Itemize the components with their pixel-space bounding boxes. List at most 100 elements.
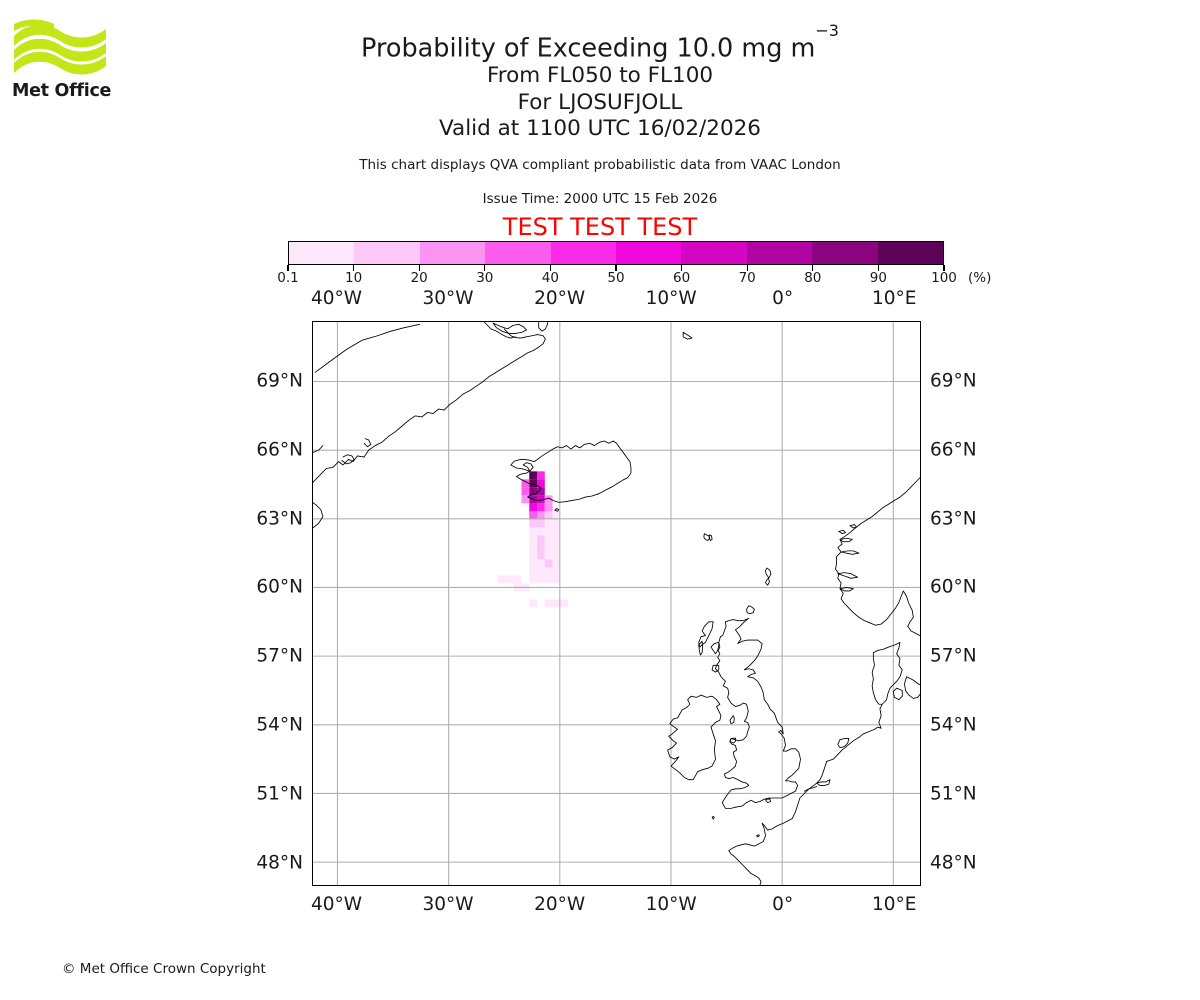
coastline-faroe-2 (708, 534, 713, 541)
ash-cell (544, 495, 553, 504)
lon-label-bottom-0°: 0° (772, 894, 794, 915)
ash-cell (544, 599, 553, 608)
coastline-isle-of-man (729, 715, 735, 725)
page-title: Probability of Exceeding 10.0 mg m−3 (0, 21, 1200, 64)
lat-label-right-69°N: 69°N (930, 370, 977, 392)
ash-cell (552, 519, 561, 528)
coastline-norway-sweden (836, 477, 920, 564)
ash-cell (537, 527, 545, 536)
valid-time-subtitle: Valid at 1100 UTC 16/02/2026 (438, 116, 761, 141)
colorbar-segment-7 (746, 242, 813, 264)
ash-cell (552, 575, 561, 584)
coastline-wight (765, 798, 771, 804)
colorbar-tick-label-10: 10 (345, 270, 363, 286)
lat-label-left-51°N: 51°N (256, 783, 303, 805)
map-canvas (313, 322, 920, 885)
ash-cell (529, 487, 538, 496)
ash-cell (529, 471, 538, 480)
colorbar-tick-label-40: 40 (541, 270, 559, 286)
colorbar-tick-40 (549, 265, 552, 271)
lon-label-top-40°W: 40°W (310, 288, 363, 309)
lat-label-left-57°N: 57°N (256, 645, 303, 667)
ash-cell (521, 487, 530, 496)
coastline-greenland-scoresby-1 (492, 322, 527, 334)
colorbar-tick-90 (877, 265, 880, 271)
ash-cell (544, 575, 553, 584)
ash-cell (529, 527, 538, 536)
logo-wave-2 (14, 38, 106, 62)
colorbar-tick-60 (680, 265, 683, 271)
ash-cell (521, 479, 530, 488)
issue-time-label: Issue Time: 2000 UTC 15 Feb 2026 (482, 191, 718, 207)
lat-label-right-60°N: 60°N (930, 576, 977, 598)
coastline-jan-mayen (682, 331, 693, 340)
ash-cell (544, 527, 553, 536)
met-office-logo: Met Office (12, 18, 112, 113)
ash-cell (552, 527, 561, 536)
lat-label-right-66°N: 66°N (930, 439, 977, 461)
coastline-norway-fjords-a (840, 550, 860, 555)
lon-label-bottom-30°W: 30°W (422, 894, 474, 915)
coastline-germany-belgium-inner (816, 779, 831, 786)
ash-cell (544, 543, 553, 552)
lat-label-right-51°N: 51°N (930, 783, 977, 805)
ash-cell (552, 599, 561, 608)
lon-label-bottom-10°W: 10°W (645, 894, 697, 915)
coastline-greenland-cape-2 (363, 438, 372, 448)
colorbar-tick-10 (352, 265, 355, 271)
ash-cell (521, 495, 530, 504)
coastline-norway-isl-1 (838, 529, 846, 535)
coastline-scilly (711, 815, 715, 820)
colorbar-tick-axis: 0.1 10 20 30 40 50 60 70 80 90 100 (277, 265, 957, 287)
probability-colorbar (288, 241, 944, 265)
ash-cell (537, 559, 545, 568)
coastline-netherlands-belgium-france (826, 703, 883, 762)
ash-cell (537, 575, 545, 584)
flight-level-subtitle: From FL050 to FL100 (486, 63, 714, 88)
ash-cell (552, 559, 561, 568)
met-office-wave-mark (14, 19, 106, 75)
coastline-faroe-1 (703, 533, 711, 541)
ash-cell (529, 511, 538, 520)
coastline-nl-coast-s (728, 761, 828, 885)
coastline-greenland-scoresby-2 (483, 322, 516, 339)
coastline-greenland-sw-a (313, 502, 324, 529)
page-title-text: Probability of Exceeding 10.0 mg m (361, 33, 816, 64)
ash-cell (544, 535, 553, 544)
ash-cell (529, 503, 538, 512)
coastline-denmark-funen (892, 687, 903, 701)
ash-cell (505, 575, 514, 584)
colorbar-tick-70 (746, 265, 748, 271)
logo-wave-3 (14, 51, 106, 75)
coastline-greenland-coast-main (313, 328, 546, 483)
colorbar-tick-label-100: 100 (931, 270, 957, 286)
ash-cell (544, 519, 553, 528)
ash-cell (529, 599, 538, 608)
coastline-norway-fjords-b (837, 572, 859, 579)
volcano-subtitle: For LJOSUFJOLL (517, 90, 683, 115)
lat-label-right-57°N: 57°N (930, 645, 977, 667)
lat-label-left-54°N: 54°N (256, 714, 303, 736)
coastline-france-inner-1 (803, 786, 818, 792)
map-gridlines (313, 322, 920, 885)
ash-cell (529, 543, 538, 552)
ash-cell (529, 519, 538, 528)
coastline-norway-isl-2 (849, 524, 858, 529)
ash-cell (552, 567, 561, 576)
lat-label-right-48°N: 48°N (930, 852, 977, 874)
ash-cell (529, 551, 538, 560)
coastline-iceland-isl-s (554, 508, 560, 512)
colorbar-tick-label-60: 60 (673, 270, 691, 286)
lat-label-left-60°N: 60°N (256, 576, 303, 598)
ash-cell (552, 543, 561, 552)
colorbar-segment-3 (485, 242, 551, 264)
coastline-greenland-island-n (538, 322, 548, 332)
ash-cell (537, 551, 545, 560)
coastline-anglesey (729, 737, 736, 744)
colorbar-tick-label-70: 70 (738, 270, 756, 286)
lat-label-left-66°N: 66°N (256, 439, 303, 461)
colorbar-tick-80 (812, 265, 814, 271)
coastline-orkney (746, 605, 755, 615)
coastlines (313, 322, 920, 885)
colorbar-segment-9 (877, 242, 944, 264)
